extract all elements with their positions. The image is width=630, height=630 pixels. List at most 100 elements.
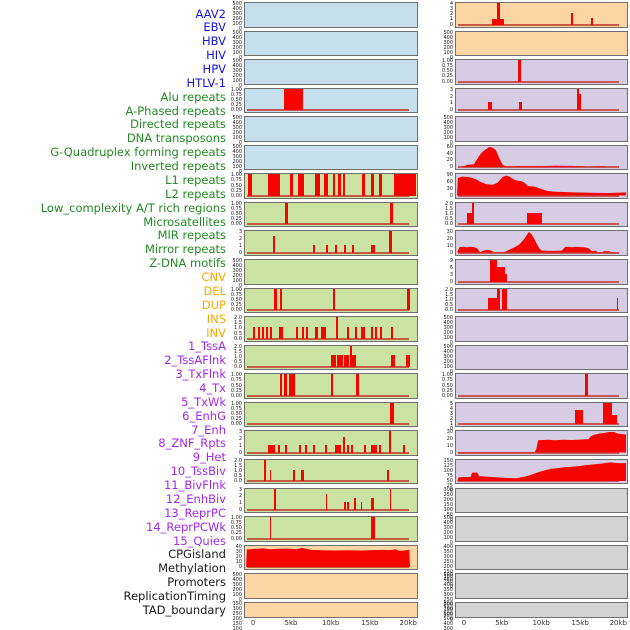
signal-baseline bbox=[457, 194, 620, 197]
signal-area bbox=[457, 432, 626, 453]
y-tick-label: 0.0 bbox=[445, 307, 453, 314]
y-axis-ticks: 500 400 300 200 100 0 bbox=[222, 116, 242, 146]
y-tick-label: 500 bbox=[443, 572, 453, 579]
track-plot-ebv: 500 400 300 200 100 0 bbox=[232, 30, 418, 60]
signal-baseline bbox=[246, 423, 410, 426]
y-tick-label: 0.50 bbox=[441, 68, 453, 75]
y-tick-label: 0.25 bbox=[441, 73, 453, 80]
y-tick-label: 0.5 bbox=[234, 330, 242, 337]
y-tick-label: 400 bbox=[232, 34, 242, 41]
y-tick-label: 400 bbox=[443, 582, 453, 589]
signal-bar bbox=[616, 298, 619, 311]
signal-bar bbox=[274, 488, 277, 511]
plot-box bbox=[244, 30, 418, 57]
y-tick-label: 0.00 bbox=[230, 221, 242, 228]
y-tick-label: 3 bbox=[449, 271, 453, 278]
y-tick-label: 50 bbox=[446, 477, 453, 484]
signal-baseline bbox=[246, 451, 410, 454]
y-tick-label: 400 bbox=[232, 263, 242, 270]
track-plot-aav2: 500 400 300 200 100 0 bbox=[232, 2, 418, 32]
y-tick-label: 10 bbox=[235, 559, 242, 565]
track-label-mirror-repeats: Mirror repeats bbox=[144, 242, 226, 257]
y-tick-label: 1.00 bbox=[230, 172, 242, 179]
plot-box bbox=[244, 373, 418, 399]
y-tick-label: 0.50 bbox=[230, 525, 242, 532]
y-tick-label: 200 bbox=[443, 44, 453, 51]
signal-bar bbox=[364, 445, 367, 453]
track-plot-6-enhg: 2.0 1.5 1.0 0.5 0.0 bbox=[445, 201, 628, 228]
plot-box bbox=[455, 30, 628, 57]
y-tick-label: 100 bbox=[443, 467, 453, 474]
y-tick-label: 1.00 bbox=[230, 515, 242, 522]
plot-box bbox=[244, 201, 418, 228]
track-label-4-tx: 4_Tx bbox=[199, 380, 226, 395]
signal-bar bbox=[407, 288, 410, 311]
signal-baseline bbox=[246, 509, 410, 512]
signal-baseline bbox=[246, 109, 410, 112]
y-tick-label: 90 bbox=[446, 172, 453, 179]
track-plot-alu-repeats: 1.00 0.75 0.50 0.25 0.00 bbox=[231, 173, 418, 199]
y-tick-label: 100 bbox=[443, 535, 453, 542]
y-tick-label: 400 bbox=[232, 120, 242, 127]
signal-bar bbox=[347, 445, 350, 453]
track-label-13-reprpc: 13_ReprPC bbox=[164, 505, 226, 520]
y-tick-label: 0 bbox=[238, 564, 242, 571]
y-axis-ticks: 500 400 300 200 100 0 bbox=[222, 259, 242, 289]
track-plot-11-bivflnk: 500 400 300 200 100 0 bbox=[443, 344, 628, 374]
y-tick-label: 400 bbox=[443, 620, 453, 627]
signal-bar bbox=[315, 174, 320, 196]
y-tick-label: 200 bbox=[443, 602, 453, 609]
signal-area bbox=[457, 462, 626, 482]
y-tick-label: 0 bbox=[238, 507, 242, 513]
signal-bar bbox=[351, 245, 355, 253]
y-tick-label: 0.25 bbox=[230, 387, 242, 394]
track-label-14-reprpcwk: 14_ReprPCWk bbox=[146, 519, 226, 534]
x-axis-right: 0 5kb 10kb 15kb 20kb bbox=[455, 619, 628, 630]
signal-baseline bbox=[457, 23, 620, 26]
y-tick-label: 1.0 bbox=[445, 296, 453, 303]
signal-bar bbox=[505, 274, 508, 282]
plot-box bbox=[455, 344, 628, 371]
signal-bar bbox=[488, 102, 493, 111]
y-tick-label: 1 bbox=[449, 100, 453, 107]
y-tick-label: 0.50 bbox=[230, 382, 242, 389]
y-tick-label: 400 bbox=[232, 6, 242, 12]
signal-bar bbox=[323, 174, 328, 196]
y-tick-label: 0 bbox=[238, 449, 242, 456]
y-axis-ticks: 500 450 400 350 300 250 200 150 100 0 bbox=[433, 572, 453, 623]
signal-bar bbox=[298, 445, 301, 453]
signal-bar bbox=[350, 445, 354, 453]
y-tick-label: 1.5 bbox=[445, 206, 453, 213]
y-tick-label: 150 bbox=[443, 568, 453, 575]
y-tick-label: 500 bbox=[443, 115, 453, 122]
y-tick-label: 100 bbox=[232, 278, 242, 285]
track-label-directed-repeats: Directed repeats bbox=[130, 117, 226, 132]
y-tick-label: 400 bbox=[232, 63, 242, 70]
y-tick-label: 2 bbox=[238, 436, 242, 443]
signal-bar bbox=[312, 445, 316, 453]
y-tick-label: 9 bbox=[449, 258, 453, 265]
signal-baseline bbox=[246, 194, 410, 197]
y-tick-label: 0.50 bbox=[441, 382, 453, 389]
y-tick-label: 400 bbox=[443, 120, 453, 127]
y-tick-label: 100 bbox=[232, 49, 242, 56]
plot-box bbox=[244, 2, 418, 28]
signal-bar bbox=[269, 469, 272, 482]
track-label-z-dna-motifs: Z-DNA motifs bbox=[149, 256, 226, 271]
x-tick-label: 20kb bbox=[399, 619, 417, 627]
y-tick-label: 0 bbox=[449, 583, 453, 590]
y-tick-label: 200 bbox=[232, 158, 242, 165]
signal-bar bbox=[343, 355, 349, 368]
y-tick-label: 2 bbox=[449, 93, 453, 100]
y-tick-label: 0 bbox=[449, 140, 453, 147]
signal-bar bbox=[371, 245, 376, 253]
track-plot-z-dna-motifs: 1.00 0.75 0.50 0.25 0.00 bbox=[231, 516, 418, 542]
signal-bar bbox=[389, 488, 392, 511]
y-tick-label: 0 bbox=[449, 21, 453, 28]
signal-baseline bbox=[457, 80, 620, 83]
